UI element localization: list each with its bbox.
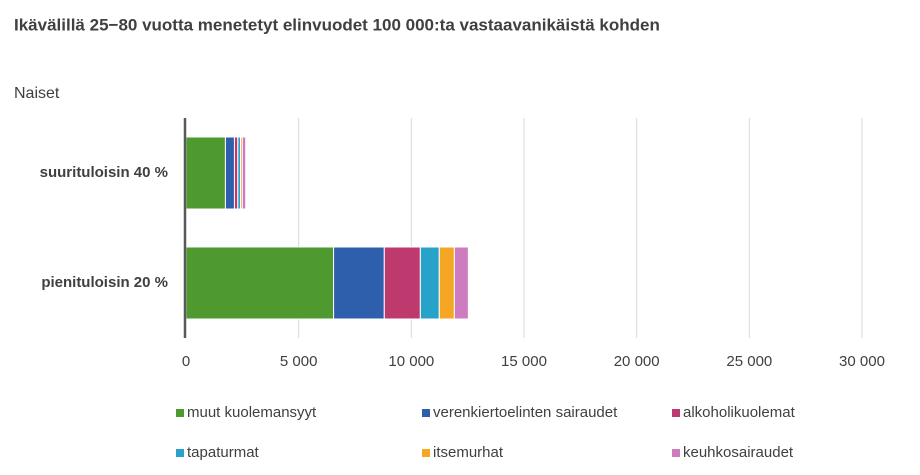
legend-label: muut kuolemansyyt [187, 404, 317, 421]
legend-swatch [672, 409, 680, 417]
bar-segment [438, 246, 455, 320]
x-tick-label: 5 000 [280, 353, 318, 370]
bar-segment [383, 246, 421, 320]
x-tick-label: 30 000 [839, 353, 885, 370]
bar-segment [453, 246, 469, 320]
legend-label: tapaturmat [187, 444, 260, 461]
x-tick-label: 20 000 [614, 353, 660, 370]
legend-swatch [422, 449, 430, 457]
legend-label: itsemurhat [433, 444, 504, 461]
legend-swatch [672, 449, 680, 457]
bar-segment [233, 136, 239, 210]
legend-swatch [422, 409, 430, 417]
chart-title: Ikävälillä 25−80 vuotta menetetyt elinvu… [14, 15, 660, 34]
legend-label: alkoholikuolemat [683, 404, 796, 421]
bar-segment [333, 246, 385, 320]
bar-segment [419, 246, 440, 320]
bar-segment [185, 136, 226, 210]
bar-segment [241, 136, 247, 210]
x-tick-label: 10 000 [388, 353, 434, 370]
y-tick-label: pienituloisin 20 % [41, 274, 168, 291]
chart-subtitle: Naiset [14, 85, 60, 102]
bar-segment [185, 246, 335, 320]
legend-label: keuhkosairaudet [683, 444, 794, 461]
y-tick-label: suurituloisin 40 % [40, 164, 168, 181]
legend-swatch [176, 449, 184, 457]
legend-label: verenkiertoelinten sairaudet [433, 404, 618, 421]
bar-segment [224, 136, 235, 210]
x-tick-label: 0 [182, 353, 190, 370]
x-tick-label: 15 000 [501, 353, 547, 370]
legend-swatch [176, 409, 184, 417]
x-tick-label: 25 000 [726, 353, 772, 370]
